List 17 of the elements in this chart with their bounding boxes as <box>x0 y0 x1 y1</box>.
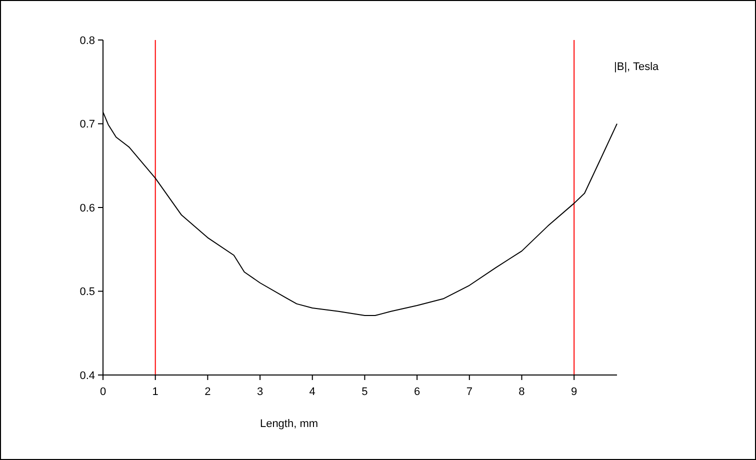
x-tick-label: 8 <box>518 386 525 398</box>
y-tick-label: 0.6 <box>80 202 95 214</box>
y-tick-label: 0.8 <box>80 34 95 47</box>
x-axis-title: Length, mm <box>260 418 318 430</box>
x-tick-label: 4 <box>309 386 316 398</box>
x-tick-label: 1 <box>152 386 158 398</box>
x-tick-label: 9 <box>571 386 578 398</box>
y-tick-label: 0.7 <box>80 118 95 131</box>
x-tick-label: 3 <box>256 386 264 398</box>
y-axis-title: |B|, Tesla <box>614 61 660 73</box>
y-tick-label: 0.4 <box>80 370 95 382</box>
x-tick-label: 2 <box>204 386 211 398</box>
x-tick-label: 6 <box>414 386 420 398</box>
x-tick-label: 5 <box>362 386 368 398</box>
x-tick-label: 7 <box>466 386 472 398</box>
x-tick-label: 0 <box>100 386 106 398</box>
y-tick-label: 0.5 <box>80 286 95 298</box>
